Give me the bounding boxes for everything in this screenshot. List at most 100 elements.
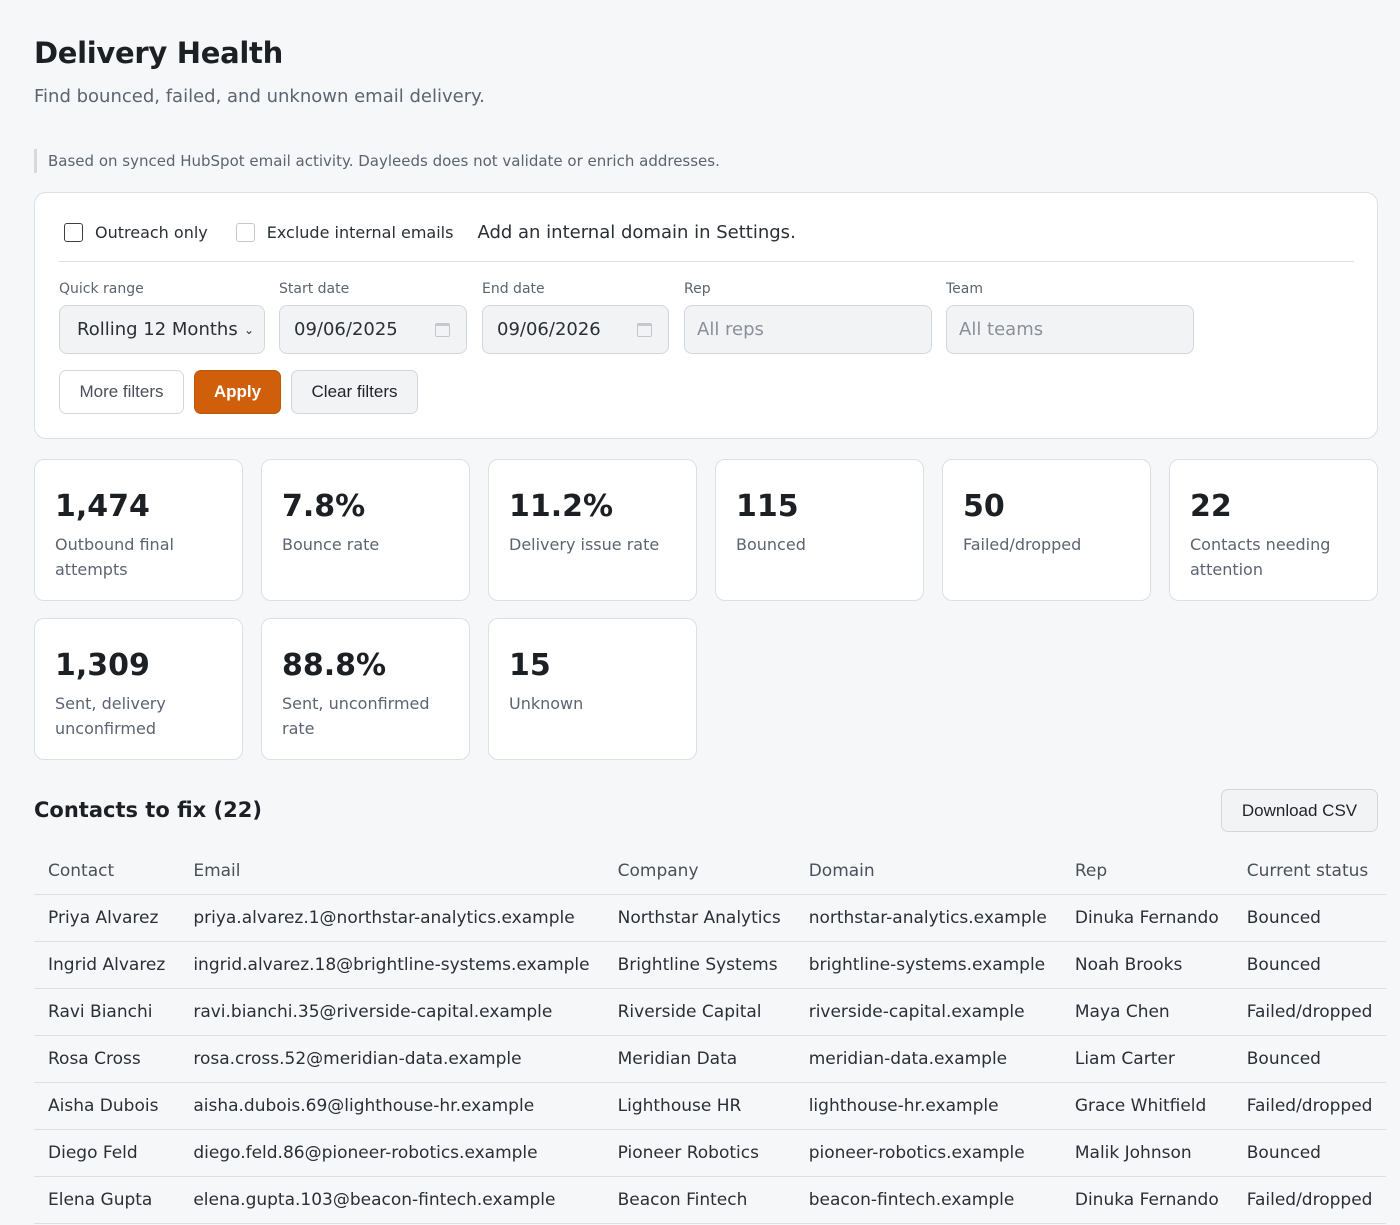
- team-field: Team All teams: [946, 280, 1194, 354]
- column-header-company[interactable]: Company: [603, 848, 795, 895]
- stat-label: Bounce rate: [282, 535, 380, 554]
- company-cell: Northstar Analytics: [603, 894, 795, 942]
- quick-range-select[interactable]: Rolling 12 Months ⌄: [59, 305, 265, 354]
- calendar-icon[interactable]: [637, 323, 652, 337]
- column-header-contact[interactable]: Contact: [34, 848, 180, 895]
- table-row[interactable]: Aisha Dubois aisha.dubois.69@lighthouse-…: [34, 1082, 1387, 1130]
- rep-cell: Noah Brooks: [1060, 941, 1233, 989]
- chevron-down-icon: ⌄: [243, 323, 254, 337]
- stat-value: 1,309: [55, 648, 150, 683]
- start-date-input[interactable]: 09/06/2025: [279, 305, 467, 354]
- stat-value: 88.8%: [282, 648, 387, 683]
- end-date-value: 09/06/2026: [497, 319, 601, 340]
- exclude-internal-label: Exclude internal emails: [266, 222, 454, 242]
- stat-card: 50 Failed/dropped: [942, 459, 1151, 601]
- stat-value: 1,474: [55, 489, 150, 524]
- stat-value: 22: [1190, 489, 1232, 524]
- email-cell: ravi.bianchi.35@riverside-capital.exampl…: [179, 988, 604, 1036]
- outreach-only-toggle[interactable]: Outreach only: [64, 222, 208, 242]
- outreach-only-checkbox[interactable]: [64, 222, 83, 242]
- stat-value: 15: [509, 648, 551, 683]
- domain-cell: brightline-systems.example: [794, 941, 1061, 989]
- filter-panel: Outreach only Exclude internal emails Ad…: [34, 192, 1378, 439]
- rep-cell: Liam Carter: [1060, 1035, 1233, 1083]
- clear-filters-button[interactable]: Clear filters: [291, 370, 418, 414]
- table-row[interactable]: Diego Feld diego.feld.86@pioneer-robotic…: [34, 1129, 1387, 1177]
- status-cell: Failed/dropped: [1232, 988, 1387, 1036]
- stat-card: 115 Bounced: [715, 459, 924, 601]
- email-cell: diego.feld.86@pioneer-robotics.example: [179, 1129, 604, 1177]
- download-csv-button[interactable]: Download CSV: [1221, 789, 1378, 832]
- contact-cell: Ingrid Alvarez: [34, 941, 180, 989]
- quick-range-label: Quick range: [59, 281, 144, 297]
- stat-label: Delivery issue rate: [509, 535, 660, 554]
- rep-cell: Grace Whitfield: [1060, 1082, 1233, 1130]
- contacts-table: Contact Email Company Domain Rep Current…: [34, 848, 1387, 1224]
- end-date-label: End date: [482, 281, 545, 297]
- company-cell: Meridian Data: [603, 1035, 795, 1083]
- stat-label: Sent, unconfirmed rate: [282, 694, 430, 738]
- stat-label: Bounced: [736, 535, 806, 554]
- column-header-rep[interactable]: Rep: [1060, 848, 1233, 895]
- contact-cell: Elena Gupta: [34, 1176, 180, 1224]
- start-date-field: Start date 09/06/2025: [279, 280, 467, 354]
- stat-label: Outbound final attempts: [55, 535, 174, 579]
- rep-input[interactable]: All reps: [684, 305, 932, 354]
- email-cell: ingrid.alvarez.18@brightline-systems.exa…: [179, 941, 604, 989]
- contact-cell: Ravi Bianchi: [34, 988, 180, 1036]
- status-cell: Failed/dropped: [1232, 1082, 1387, 1130]
- domain-cell: riverside-capital.example: [794, 988, 1061, 1036]
- stat-card: 1,309 Sent, delivery unconfirmed: [34, 618, 243, 760]
- rep-cell: Maya Chen: [1060, 988, 1233, 1036]
- filter-divider: [59, 261, 1354, 262]
- contact-cell: Priya Alvarez: [34, 894, 180, 942]
- end-date-field: End date 09/06/2026: [482, 280, 669, 354]
- quick-range-field: Quick range Rolling 12 Months ⌄: [59, 280, 265, 354]
- company-cell: Lighthouse HR: [603, 1082, 795, 1130]
- stat-label: Sent, delivery unconfirmed: [55, 694, 166, 738]
- calendar-icon[interactable]: [435, 323, 450, 337]
- stat-value: 115: [736, 489, 799, 524]
- end-date-input[interactable]: 09/06/2026: [482, 305, 669, 354]
- table-row[interactable]: Ravi Bianchi ravi.bianchi.35@riverside-c…: [34, 988, 1387, 1036]
- internal-domain-hint: Add an internal domain in Settings.: [477, 221, 796, 243]
- column-header-domain[interactable]: Domain: [794, 848, 1061, 895]
- company-cell: Pioneer Robotics: [603, 1129, 795, 1177]
- stat-label: Contacts needing attention: [1190, 535, 1331, 579]
- rep-field: Rep All reps: [684, 280, 932, 354]
- rep-cell: Malik Johnson: [1060, 1129, 1233, 1177]
- filter-actions: More filters Apply Clear filters: [59, 370, 428, 414]
- status-cell: Bounced: [1232, 894, 1387, 942]
- domain-cell: northstar-analytics.example: [794, 894, 1061, 942]
- email-cell: elena.gupta.103@beacon-fintech.example: [179, 1176, 604, 1224]
- stat-card: 11.2% Delivery issue rate: [488, 459, 697, 601]
- stat-card: 1,474 Outbound final attempts: [34, 459, 243, 601]
- more-filters-button[interactable]: More filters: [59, 370, 184, 414]
- stat-card: 7.8% Bounce rate: [261, 459, 470, 601]
- company-cell: Riverside Capital: [603, 988, 795, 1036]
- company-cell: Beacon Fintech: [603, 1176, 795, 1224]
- table-row[interactable]: Priya Alvarez priya.alvarez.1@northstar-…: [34, 894, 1387, 942]
- page-subtitle: Find bounced, failed, and unknown email …: [34, 86, 485, 107]
- table-row[interactable]: Rosa Cross rosa.cross.52@meridian-data.e…: [34, 1035, 1387, 1083]
- status-cell: Failed/dropped: [1232, 1176, 1387, 1224]
- column-header-email[interactable]: Email: [179, 848, 604, 895]
- table-row[interactable]: Elena Gupta elena.gupta.103@beacon-finte…: [34, 1176, 1387, 1224]
- team-input[interactable]: All teams: [946, 305, 1194, 354]
- stat-value: 11.2%: [509, 489, 614, 524]
- apply-button[interactable]: Apply: [194, 370, 281, 414]
- domain-cell: meridian-data.example: [794, 1035, 1061, 1083]
- email-cell: rosa.cross.52@meridian-data.example: [179, 1035, 604, 1083]
- outreach-only-label: Outreach only: [95, 222, 208, 242]
- table-header-row: Contact Email Company Domain Rep Current…: [34, 848, 1387, 895]
- status-cell: Bounced: [1232, 1129, 1387, 1177]
- column-header-status[interactable]: Current status: [1232, 848, 1387, 895]
- contact-cell: Rosa Cross: [34, 1035, 180, 1083]
- data-source-notice: Based on synced HubSpot email activity. …: [34, 149, 720, 173]
- contact-cell: Diego Feld: [34, 1129, 180, 1177]
- team-label: Team: [946, 281, 984, 297]
- table-row[interactable]: Ingrid Alvarez ingrid.alvarez.18@brightl…: [34, 941, 1387, 989]
- stat-card: 22 Contacts needing attention: [1169, 459, 1378, 601]
- email-cell: priya.alvarez.1@northstar-analytics.exam…: [179, 894, 604, 942]
